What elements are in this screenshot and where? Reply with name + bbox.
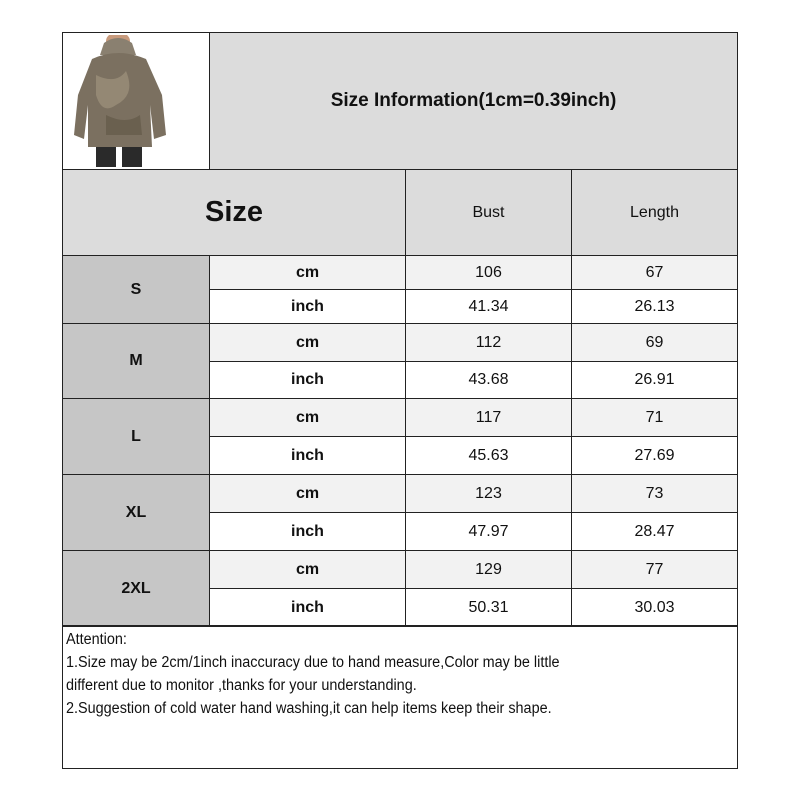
bust-value: 45.63	[405, 436, 572, 475]
hoodie-photo	[74, 35, 166, 167]
unit-label: inch	[209, 289, 406, 324]
length-header: Length	[571, 169, 738, 256]
notes-heading: Attention:	[66, 631, 127, 648]
note-line: 2.Suggestion of cold water hand washing,…	[66, 700, 552, 717]
size-label: M	[62, 323, 210, 399]
product-image	[62, 32, 210, 170]
size-label: 2XL	[62, 550, 210, 627]
length-value: 69	[571, 323, 738, 362]
length-value: 77	[571, 550, 738, 589]
length-value: 30.03	[571, 588, 738, 627]
unit-label: inch	[209, 436, 406, 475]
bust-value: 106	[405, 255, 572, 290]
unit-label: cm	[209, 255, 406, 290]
unit-label: inch	[209, 588, 406, 627]
attention-notes: Attention: 1.Size may be 2cm/1inch inacc…	[62, 625, 738, 769]
size-label: L	[62, 398, 210, 475]
page-title: Size Information(1cm=0.39inch)	[209, 32, 738, 170]
bust-header: Bust	[405, 169, 572, 256]
bust-value: 50.31	[405, 588, 572, 627]
unit-label: cm	[209, 550, 406, 589]
length-value: 26.91	[571, 361, 738, 399]
length-value: 71	[571, 398, 738, 437]
unit-label: cm	[209, 398, 406, 437]
size-label: XL	[62, 474, 210, 551]
bust-value: 112	[405, 323, 572, 362]
length-value: 26.13	[571, 289, 738, 324]
note-line: different due to monitor ,thanks for you…	[66, 677, 417, 694]
unit-label: inch	[209, 361, 406, 399]
length-value: 28.47	[571, 512, 738, 551]
length-value: 67	[571, 255, 738, 290]
bust-value: 43.68	[405, 361, 572, 399]
length-value: 73	[571, 474, 738, 513]
unit-label: inch	[209, 512, 406, 551]
bust-value: 117	[405, 398, 572, 437]
size-label: S	[62, 255, 210, 324]
bust-value: 47.97	[405, 512, 572, 551]
unit-label: cm	[209, 323, 406, 362]
note-line: 1.Size may be 2cm/1inch inaccuracy due t…	[66, 654, 560, 671]
length-value: 27.69	[571, 436, 738, 475]
size-header: Size	[62, 169, 406, 256]
bust-value: 123	[405, 474, 572, 513]
bust-value: 129	[405, 550, 572, 589]
bust-value: 41.34	[405, 289, 572, 324]
unit-label: cm	[209, 474, 406, 513]
